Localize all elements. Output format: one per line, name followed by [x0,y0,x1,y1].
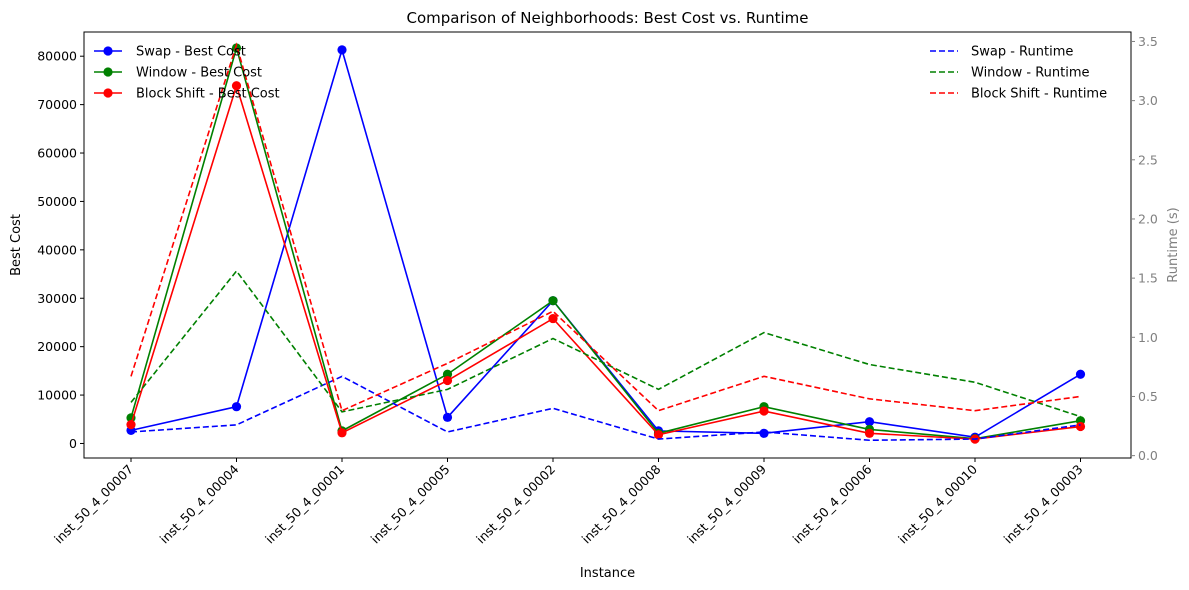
y-right-tick-label: 2.5 [1138,152,1158,167]
data-point [126,419,136,430]
series-line [130,42,1081,412]
data-point [1075,369,1086,379]
data-point [442,369,453,379]
x-tick-label: inst_50_4_00010 [895,461,980,546]
x-tick-label: inst_50_4_00003 [1001,462,1086,547]
y-axis-label: Best Cost [9,214,24,276]
x-tick-label: inst_50_4_00008 [579,461,664,546]
legend-label: Swap - Runtime [971,45,1073,60]
data-point [759,406,769,416]
x-tick-label: inst_50_4_00007 [51,462,136,547]
data-point [442,375,453,386]
x-tick-label: inst_50_4_00001 [262,462,347,547]
y-tick-label: 50000 [37,194,77,209]
data-point [759,428,769,438]
y-tick-label: 40000 [37,242,77,257]
y-tick-label: 60000 [37,146,77,161]
x-tick-label: inst_50_4_00002 [473,462,558,547]
y-tick-label: 10000 [37,388,77,403]
y-right-tick-label: 2.0 [1138,211,1158,226]
x-tick-label: inst_50_4_00006 [790,461,875,546]
data-point [442,412,453,422]
legend-marker [103,67,113,77]
y-axis-label-right: Runtime (s) [1166,207,1181,282]
y-right-tick-label: 3.5 [1138,34,1158,49]
data-point [548,313,558,324]
chart-title: Comparison of Neighborhoods: Best Cost v… [406,9,808,27]
data-point [1075,421,1086,432]
legend-label: Window - Best Cost [136,66,262,81]
legend-label: Block Shift - Runtime [971,87,1107,102]
series-line [130,375,1081,442]
plot-area: 0 10000 20000 30000 40000 50000 60000 70000 8000… [37,31,1158,547]
series-line [130,45,1081,440]
y-right-tick-label: 1.5 [1138,271,1158,286]
legend-label: Window - Runtime [971,66,1090,81]
legend-label: Swap - Best Cost [136,45,246,60]
data-point [864,417,875,427]
y-tick-label: 30000 [37,291,77,306]
y-tick-label: 0 [69,436,77,451]
data-point [337,428,347,438]
legend-label: Block Shift - Best Cost [136,87,280,102]
y-tick-label: 20000 [37,339,77,354]
series-line [130,269,1081,418]
x-tick-label: inst_50_4_00005 [368,462,453,547]
legend-marker [103,88,113,98]
y-tick-label: 70000 [37,97,77,112]
data-point [653,430,664,440]
data-point [864,428,875,438]
y-tick-label: 80000 [37,49,77,64]
plot-frame [83,31,1132,459]
y-right-tick-label: 0.0 [1138,448,1158,463]
data-point [548,296,558,306]
y-right-tick-label: 3.0 [1138,93,1158,108]
y-right-tick-label: 0.5 [1138,389,1158,404]
series-line [130,83,1081,440]
series-line [130,47,1081,439]
x-tick-label: inst_50_4_00004 [157,461,242,546]
y-right-tick-label: 1.0 [1138,330,1158,345]
data-point [337,45,347,55]
legend-marker [103,46,113,56]
x-tick-label: inst_50_4_00009 [684,461,769,546]
data-point [231,402,242,412]
data-point [231,81,242,91]
x-axis-label: Instance [580,566,635,581]
